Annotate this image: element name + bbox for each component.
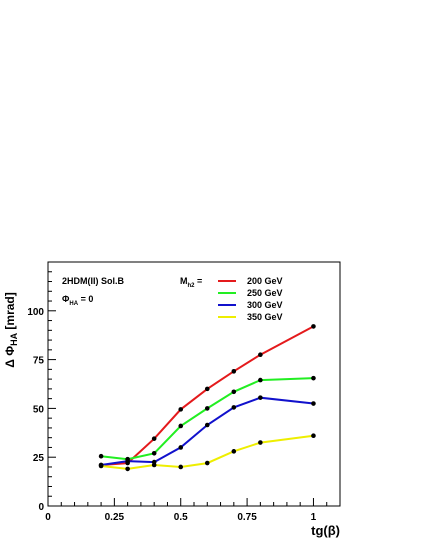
data-point [204, 460, 210, 466]
data-point [258, 377, 263, 383]
data-point [125, 458, 130, 464]
x-tick-label: 0 [45, 512, 51, 523]
data-point [311, 324, 316, 329]
legend-header-rest: = [195, 276, 203, 286]
data-point [178, 407, 184, 412]
y-tick-label: 75 [33, 356, 45, 367]
x-tick-label: 0.25 [105, 512, 125, 523]
data-point [178, 464, 184, 470]
legend-label: 350 GeV [247, 312, 283, 322]
legend-label: 250 GeV [247, 288, 283, 298]
y-tick-label: 25 [33, 453, 45, 464]
data-point [231, 405, 237, 410]
y-tick-label: 100 [27, 307, 44, 318]
data-point [258, 440, 263, 445]
y-tick-label: 50 [33, 404, 45, 415]
data-point [258, 395, 263, 400]
data-point [204, 406, 210, 411]
data-point [125, 466, 130, 472]
x-tick-label: 0.75 [237, 512, 257, 523]
data-point [258, 352, 263, 358]
legend-label: 300 GeV [247, 300, 283, 310]
y-axis-title-delta: Δ Φ [3, 346, 17, 368]
data-point [311, 401, 316, 406]
phase-label: ΦHA = 0 [62, 294, 93, 307]
solution-label: 2HDM(II) Sol.B [62, 276, 124, 286]
y-tick-label: 0 [38, 502, 44, 513]
x-tick-label: 1 [311, 512, 317, 523]
series-layer [98, 324, 316, 472]
data-point [231, 449, 237, 454]
data-point [311, 433, 316, 439]
legend-header-subscript: h2 [188, 283, 196, 289]
x-tick-label: 0.5 [174, 512, 188, 523]
y-axis: 0 25 50 75 100 [27, 271, 56, 513]
series-line-3 [100, 396, 314, 466]
data-point [151, 436, 157, 441]
data-point [311, 375, 316, 381]
legend-header-base: M [180, 276, 188, 286]
x-axis-title: tg(β) [311, 523, 340, 538]
data-point [204, 386, 210, 392]
data-point [98, 453, 104, 459]
phase-label-base: Φ [62, 294, 70, 304]
data-point [178, 445, 184, 450]
data-point [231, 389, 237, 395]
data-point [151, 450, 157, 456]
legend: Mh2 = 200 GeV 250 GeV 300 GeV 350 GeV [180, 276, 283, 322]
data-point [98, 463, 104, 469]
series-line-4 [100, 434, 314, 470]
y-axis-title: Δ ΦHA [mrad] [3, 292, 19, 367]
legend-entries: 200 GeV 250 GeV 300 GeV 350 GeV [218, 276, 283, 322]
y-axis-title-subscript: HA [9, 332, 19, 345]
legend-label: 200 GeV [247, 276, 283, 286]
y-axis-title-unit: [mrad] [3, 292, 17, 333]
phase-label-rest: = 0 [78, 294, 93, 304]
phase-label-subscript: HA [69, 301, 78, 307]
series-line-1 [101, 325, 314, 466]
data-point [151, 462, 157, 468]
data-point [231, 369, 237, 374]
data-point [178, 423, 184, 429]
x-axis: 0 0.25 0.5 0.75 1 [45, 498, 328, 523]
data-point [204, 422, 210, 428]
series-line-2 [100, 377, 314, 461]
legend-header: Mh2 = [180, 276, 202, 289]
